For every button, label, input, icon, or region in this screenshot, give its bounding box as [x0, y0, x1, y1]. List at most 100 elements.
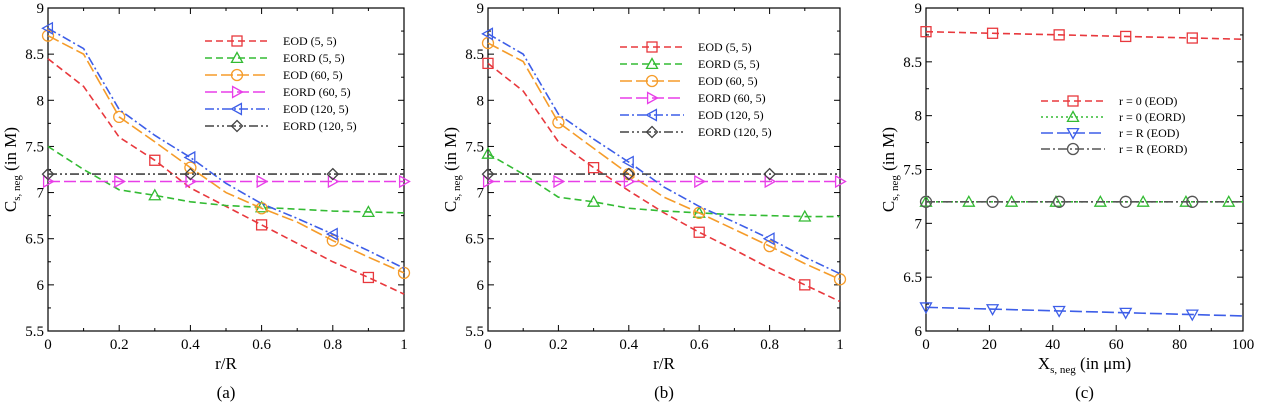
- data-point-triangle-down-3: [1119, 307, 1133, 320]
- data-point-circle-5: [833, 273, 847, 286]
- legend-label: EOD (60, 5): [698, 74, 758, 88]
- series-1: [47, 58, 405, 295]
- y-axis-label-unit: (in M): [441, 127, 460, 175]
- data-point-triangle-right-1: [114, 174, 127, 189]
- x-tick-label: 20: [982, 337, 997, 353]
- legend: EOD (5, 5) EORD (5, 5) EOD (60, 5) EORD (60…: [205, 34, 357, 133]
- x-tick-label: 80: [1172, 337, 1187, 353]
- legend-marker-triangle-down-2: [1066, 127, 1080, 140]
- legend-label: EORD (60, 5): [283, 85, 351, 99]
- data-point-circle-4: [763, 239, 776, 253]
- data-point-triangle-left-1: [183, 150, 196, 165]
- legend-label: r = R (EORD): [1119, 142, 1187, 156]
- series-5: [481, 27, 841, 275]
- x-tick-label: 0.8: [760, 337, 779, 353]
- legend-label: EOD (5, 5): [698, 40, 752, 54]
- y-tick-label: 6: [37, 278, 45, 294]
- series-4: [42, 174, 411, 189]
- legend-label: EOD (60, 5): [283, 68, 343, 82]
- series-line: [487, 62, 841, 303]
- data-point-triangle-up-5: [1136, 194, 1150, 207]
- data-point-triangle-right-3: [694, 174, 707, 189]
- data-point-diamond-1: [622, 167, 636, 181]
- legend-label: EORD (120, 5): [283, 119, 357, 133]
- legend-label: r = 0 (EORD): [1119, 110, 1185, 124]
- legend-marker-square-0: [646, 41, 658, 53]
- data-point-triangle-up-3: [798, 209, 812, 222]
- data-point-diamond-2: [763, 167, 777, 181]
- data-point-square-3: [1120, 30, 1132, 43]
- legend-marker-triangle-up-1: [1066, 110, 1080, 123]
- series-5: [41, 21, 405, 269]
- y-tick-label: 7: [477, 186, 485, 202]
- data-point-square-0: [482, 57, 494, 70]
- data-point-triangle-down-0: [919, 302, 933, 315]
- data-point-triangle-right-5: [398, 174, 411, 189]
- legend-label: EORD (5, 5): [698, 57, 760, 71]
- panel-label: (b): [654, 383, 674, 402]
- x-tick-label: 0.4: [619, 337, 638, 353]
- series-4: [919, 195, 1243, 208]
- legend-label: r = 0 (EOD): [1119, 94, 1177, 108]
- x-axis-label-main: r/R: [653, 354, 675, 373]
- series-line: [925, 306, 1244, 317]
- y-tick-label: 5.5: [465, 324, 484, 340]
- data-point-square-1: [255, 219, 268, 231]
- x-axis-label-main: X: [1038, 354, 1050, 373]
- y-tick-label: 9: [477, 1, 485, 17]
- data-point-square-2: [362, 271, 375, 284]
- chart-panel-1: 5.5 6 6.5 7 7.5 8 8.5 9 0 0.2 0.4 0.6 0.8 1 Cs, neg (i…: [1, 1, 411, 402]
- data-point-square-3: [799, 279, 811, 291]
- series-line: [47, 145, 405, 214]
- series-line: [47, 58, 405, 295]
- data-point-circle-0: [919, 195, 933, 208]
- y-tick-label: 6.5: [465, 232, 484, 248]
- data-point-triangle-up-0: [148, 188, 162, 201]
- y-axis-label-sub: s, neg: [889, 175, 901, 201]
- y-tick-label: 6.5: [25, 232, 44, 248]
- legend-marker-triangle-left-4: [645, 108, 658, 122]
- legend-marker-diamond-5: [645, 125, 659, 139]
- series-1: [482, 57, 841, 303]
- legend-marker-triangle-up-1: [230, 51, 244, 64]
- plot-frame: [47, 7, 405, 332]
- y-tick-label: 7.5: [465, 139, 484, 155]
- y-tick-label: 8.5: [25, 47, 44, 63]
- plot-frame: [925, 7, 1244, 332]
- y-axis-label-unit: (in M): [1, 127, 20, 175]
- series-line: [925, 30, 1244, 41]
- series-3: [481, 36, 847, 286]
- y-tick-label: 6.5: [903, 270, 922, 286]
- data-point-square-1: [587, 162, 600, 174]
- y-tick-label: 7.5: [903, 163, 922, 179]
- chart-panel-3: 6 6.5 7 7.5 8 8.5 9 0 20 40 60 80 100 Cs, neg (in M) X…: [879, 1, 1254, 402]
- data-point-triangle-left-1: [621, 155, 634, 169]
- data-point-circle-1: [113, 110, 126, 124]
- x-tick-label: 0.2: [110, 337, 129, 353]
- y-axis-label: Cs, neg (in M): [1, 127, 23, 212]
- data-point-circle-3: [255, 202, 268, 215]
- series-line: [47, 27, 405, 269]
- legend-marker-circle-3: [1066, 142, 1080, 156]
- y-axis-label-main: C: [1, 201, 20, 212]
- series-3: [919, 302, 1244, 322]
- legend-marker-circle-2: [645, 74, 659, 88]
- data-point-triangle-right-1: [553, 174, 566, 189]
- y-tick-label: 8.5: [465, 47, 484, 63]
- legend-marker-circle-2: [230, 68, 244, 82]
- y-axis-label: Cs, neg (in M): [441, 127, 463, 212]
- chart-panel-2: 5.5 6 6.5 7 7.5 8 8.5 9 0 0.2 0.4 0.6 0.8 1 Cs, neg (i…: [441, 1, 847, 402]
- data-point-square-2: [1053, 29, 1065, 41]
- y-tick-label: 6: [477, 278, 485, 294]
- data-point-square-4: [1186, 32, 1198, 44]
- data-point-triangle-left-2: [325, 227, 338, 241]
- legend-marker-square-0: [1067, 95, 1079, 107]
- legend-marker-square-0: [231, 35, 243, 47]
- x-axis-label: Xs, neg (in μm): [1038, 354, 1131, 376]
- data-point-triangle-left-0: [481, 27, 494, 41]
- data-point-triangle-left-0: [41, 21, 54, 35]
- data-point-square-0: [920, 26, 932, 38]
- legend-label: EORD (120, 5): [698, 125, 772, 139]
- x-tick-label: 60: [1109, 337, 1124, 353]
- data-point-circle-1: [986, 195, 999, 208]
